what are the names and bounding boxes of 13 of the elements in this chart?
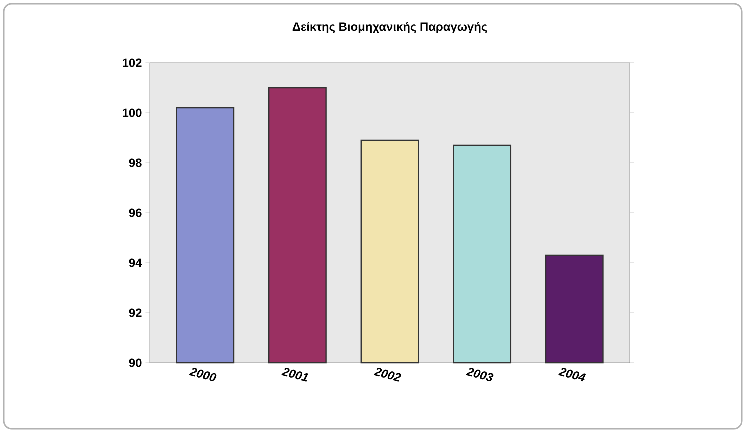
y-tick-label: 100 [123,108,142,118]
y-tick-label: 98 [129,158,142,168]
y-tick-label: 102 [123,58,142,68]
y-tick-label: 90 [129,358,142,368]
x-tick-label: 2000 [189,368,217,382]
y-tick-label: 96 [129,208,142,218]
x-tick-label: 2003 [466,368,494,382]
x-tick-label: 2004 [558,368,586,382]
y-tick-label: 92 [129,308,142,318]
x-tick-label: 2001 [282,368,308,382]
chart-title: Δείκτης Βιομηχανικής Παραγωγής [292,22,488,34]
y-tick-label: 94 [129,258,142,268]
x-tick-label: 2002 [374,368,402,382]
